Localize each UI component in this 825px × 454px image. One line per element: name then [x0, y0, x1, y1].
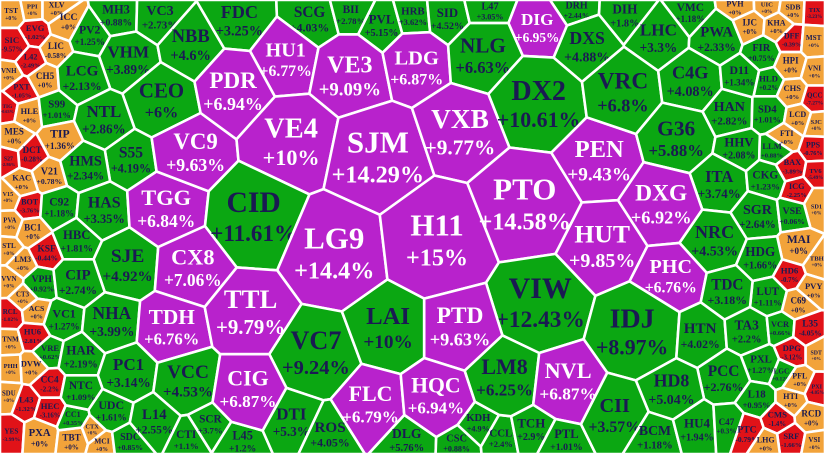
- cell-PHH[interactable]: PHH+0%: [0, 353, 23, 385]
- cell-shape[interactable]: [0, 412, 26, 454]
- cell-shape[interactable]: [799, 23, 825, 59]
- cell-shape[interactable]: [799, 428, 825, 454]
- cell-shape[interactable]: [745, 426, 782, 454]
- cell-MST[interactable]: MST+0%: [799, 23, 825, 59]
- cell-TIX[interactable]: TIX-3.23%: [802, 0, 825, 28]
- cell-shape[interactable]: [802, 0, 825, 28]
- cell-YES[interactable]: YES-3.99%: [0, 412, 26, 454]
- cell-shape[interactable]: [19, 0, 44, 23]
- cell-shape[interactable]: [0, 353, 23, 385]
- cell-PPI[interactable]: PPI+0%: [19, 0, 44, 23]
- cell-VSI[interactable]: VSI+0%: [799, 428, 825, 454]
- cell-shape[interactable]: [297, 397, 367, 454]
